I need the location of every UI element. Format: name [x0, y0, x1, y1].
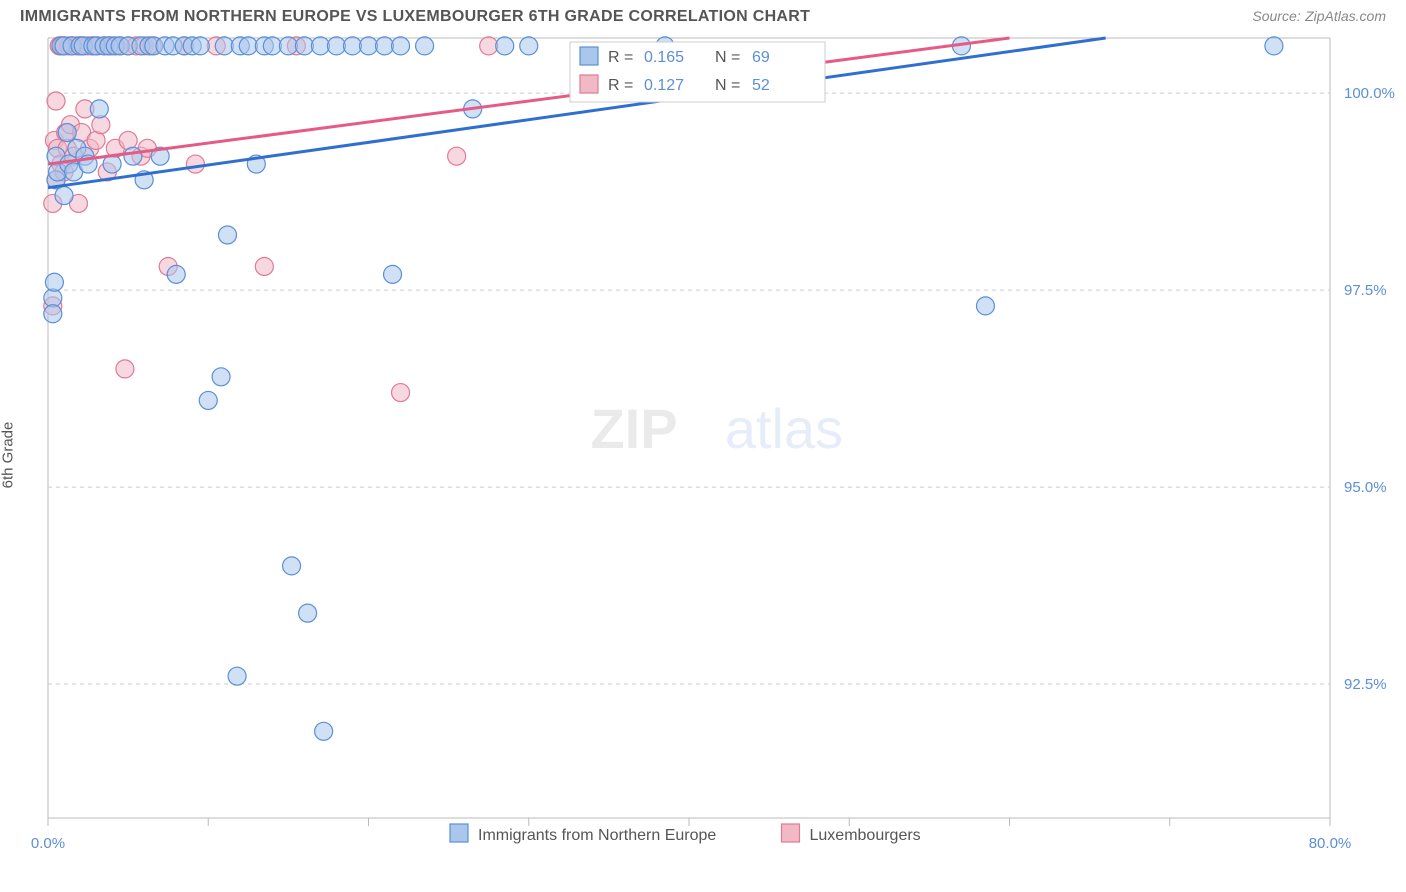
- svg-text:92.5%: 92.5%: [1344, 676, 1387, 693]
- svg-text:R =: R =: [608, 77, 633, 94]
- svg-text:0.0%: 0.0%: [31, 835, 65, 852]
- svg-text:95.0%: 95.0%: [1344, 479, 1387, 496]
- source-label: Source:: [1252, 8, 1300, 24]
- source-name: ZipAtlas.com: [1305, 8, 1386, 24]
- chart-title: IMMIGRANTS FROM NORTHERN EUROPE VS LUXEM…: [20, 8, 810, 26]
- svg-text:80.0%: 80.0%: [1309, 835, 1352, 852]
- svg-text:atlas: atlas: [725, 397, 843, 460]
- source: Source: ZipAtlas.com: [1252, 8, 1386, 26]
- y-axis-label: 6th Grade: [0, 422, 17, 489]
- svg-text:Immigrants from Northern Europ: Immigrants from Northern Europe: [478, 827, 716, 844]
- svg-text:69: 69: [752, 49, 770, 66]
- svg-text:Luxembourgers: Luxembourgers: [810, 827, 921, 844]
- svg-text:N =: N =: [715, 77, 740, 94]
- scatter-chart: 92.5% 95.0% 97.5% 100.0% 0.0% 80.0% ZIP atlas R …: [0, 30, 1406, 880]
- svg-text:100.0%: 100.0%: [1344, 85, 1395, 102]
- svg-text:52: 52: [752, 77, 770, 94]
- svg-text:0.165: 0.165: [644, 49, 684, 66]
- svg-text:97.5%: 97.5%: [1344, 282, 1387, 299]
- svg-text:ZIP: ZIP: [590, 397, 677, 460]
- svg-text:N =: N =: [715, 49, 740, 66]
- chart-area: 6th Grade 92.5% 95.0% 97.5% 100.0% 0.0% 80.0%…: [0, 30, 1406, 880]
- svg-text:0.127: 0.127: [644, 77, 684, 94]
- svg-text:R =: R =: [608, 49, 633, 66]
